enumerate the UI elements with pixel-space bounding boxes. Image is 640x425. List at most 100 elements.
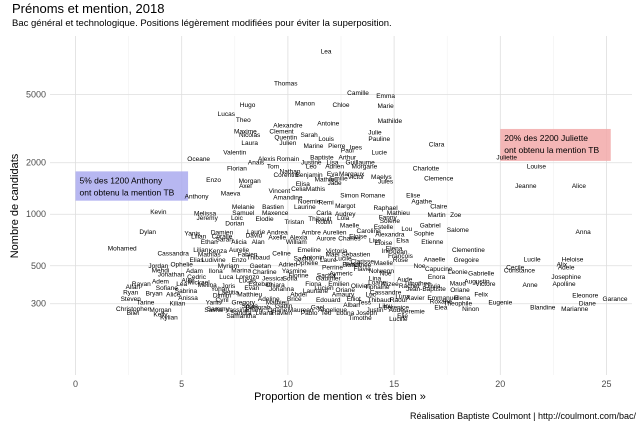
point-label: Juliette xyxy=(496,154,517,161)
point-label: Charline xyxy=(252,269,277,276)
point-label: Sammy xyxy=(207,306,230,313)
point-label: Aurore xyxy=(316,236,336,243)
point-label: Blandine xyxy=(530,305,556,312)
point-label: Antonin xyxy=(302,254,324,261)
point-label: Roxane xyxy=(430,298,453,305)
point-label: Oriane xyxy=(335,287,355,294)
point-label: Jean-Baptiste xyxy=(406,286,446,293)
point-label: Elena xyxy=(386,246,403,253)
point-label: Aurelien xyxy=(323,230,347,237)
point-label: Margaux xyxy=(339,171,365,178)
point-label: Xavier xyxy=(406,295,425,302)
point-label: Kenza xyxy=(209,248,228,255)
point-label: Francois xyxy=(388,253,414,260)
point-label: Cedric xyxy=(187,274,207,281)
point-label: Lisa xyxy=(327,160,339,167)
point-label: Damien xyxy=(211,230,234,237)
point-label: Mathis xyxy=(306,186,326,193)
point-label: Bryan xyxy=(146,290,163,297)
annotation-line-2: ont obtenu la mention TB xyxy=(79,187,174,197)
point-label: Luca xyxy=(219,274,233,281)
point-label: Dorian xyxy=(225,221,245,228)
point-label: Capucine xyxy=(425,266,453,273)
point-label: Sarah xyxy=(300,132,318,139)
point-label: Kelly xyxy=(153,311,168,318)
point-label: Anissa xyxy=(178,295,198,302)
y-tick-label: 2000 xyxy=(26,158,46,168)
point-label: Noemie xyxy=(298,198,321,205)
point-label: Jonathan xyxy=(158,271,185,278)
point-label: Jade xyxy=(328,180,342,187)
point-label: Elena xyxy=(454,295,471,302)
point-label: Bastien xyxy=(262,204,284,211)
point-label: Mael xyxy=(325,252,340,259)
point-label: Edouard xyxy=(316,297,341,304)
point-label: Alicia xyxy=(231,239,247,246)
point-label: Noe xyxy=(380,271,392,278)
point-label: Yohan xyxy=(211,286,230,293)
point-label: Lucien xyxy=(314,285,334,292)
point-label: Anna xyxy=(576,229,592,236)
point-label: Gauthier xyxy=(316,276,342,283)
point-label: Jordan xyxy=(148,263,168,270)
point-label: Laetitia xyxy=(218,289,239,296)
point-label: Simon xyxy=(340,192,359,199)
point-label: Alexis xyxy=(258,156,276,163)
point-label: Amandine xyxy=(273,195,303,202)
point-label: Remi xyxy=(319,200,334,207)
point-label: Louna xyxy=(336,310,354,317)
point-label: Cassandre xyxy=(370,289,402,296)
point-label: Ortane xyxy=(267,307,287,314)
point-label: Fiona xyxy=(305,281,322,288)
point-label: Camille xyxy=(347,90,369,97)
point-label: Axelle xyxy=(268,235,286,242)
point-label: Maxime xyxy=(234,128,257,135)
point-label: Timothee xyxy=(404,280,431,287)
point-label: Maelys xyxy=(371,174,392,181)
x-tick-label: 0 xyxy=(73,379,78,389)
point-label: Benoit xyxy=(342,261,361,268)
point-label: Rayan xyxy=(132,281,151,288)
point-label: Yanis xyxy=(184,231,201,238)
point-label: Clara xyxy=(429,142,445,149)
point-label: Laurine xyxy=(294,204,316,211)
point-label: Alizee xyxy=(381,281,399,288)
point-label: Marie xyxy=(377,103,394,110)
point-label: Alban xyxy=(343,302,360,309)
point-label: Salome xyxy=(447,227,469,234)
point-label: Emeline xyxy=(297,247,321,254)
point-label: Elsa xyxy=(396,238,409,245)
y-tick-label: 300 xyxy=(31,299,46,309)
point-label: Lucile xyxy=(524,256,541,263)
point-label: Leana xyxy=(255,310,273,317)
point-label: Adem xyxy=(152,278,169,285)
point-label: Louise xyxy=(527,164,547,171)
point-label: Justine xyxy=(301,160,322,167)
point-label: Solene xyxy=(380,218,401,225)
point-label: Lilian xyxy=(191,234,207,241)
point-label: Dimitri xyxy=(213,293,231,300)
point-label: Emmanuel xyxy=(427,295,459,302)
point-label: Noe xyxy=(414,263,426,270)
point-label: Estelle xyxy=(374,224,394,231)
point-label: Augustin xyxy=(464,278,490,285)
point-label: Elias xyxy=(190,257,205,264)
point-label: Elodie xyxy=(255,216,273,223)
point-label: Gregory xyxy=(232,299,256,306)
point-label: Clemence xyxy=(424,175,454,182)
point-label: Audrey xyxy=(335,211,356,218)
chart-subtitle: Bac général et technologique. Positions … xyxy=(12,18,392,29)
point-label: Joseph xyxy=(356,310,377,317)
point-label: Bilel xyxy=(127,310,140,317)
point-label: Lucile xyxy=(335,256,352,263)
point-label: Enzo xyxy=(206,177,221,184)
point-label: David xyxy=(246,233,263,240)
point-label: Aude xyxy=(397,277,413,284)
point-label: Mohamed xyxy=(108,246,137,253)
point-label: Perrine xyxy=(322,264,343,271)
point-label: Sebastien xyxy=(341,252,370,259)
point-label: William xyxy=(286,239,307,246)
point-label: Paul xyxy=(341,148,355,155)
point-label: Maelle xyxy=(340,222,360,229)
